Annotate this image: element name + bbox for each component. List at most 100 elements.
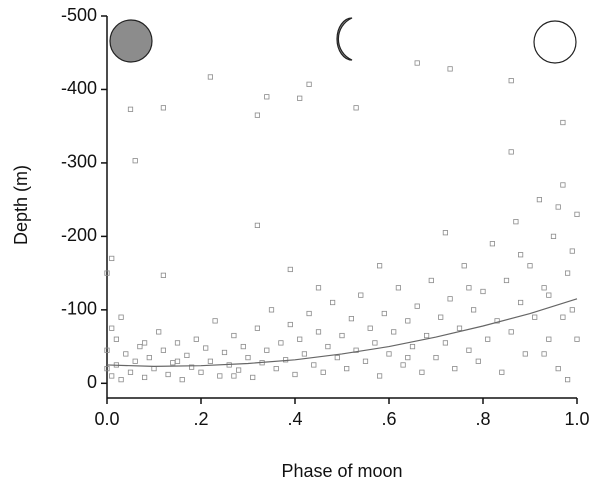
point	[301, 351, 308, 357]
x-tick-label: .4	[287, 409, 302, 429]
point	[527, 263, 533, 269]
point	[447, 296, 453, 302]
point	[193, 336, 199, 342]
point	[287, 321, 293, 328]
y-axis-label: Depth (m)	[11, 165, 31, 245]
point	[151, 366, 157, 372]
point	[518, 299, 524, 306]
point	[160, 105, 166, 111]
moon-icons	[109, 17, 577, 64]
point	[109, 255, 115, 262]
point	[127, 106, 134, 112]
point	[452, 366, 458, 372]
new-moon	[109, 19, 153, 63]
point	[461, 263, 467, 269]
point	[353, 105, 359, 111]
point	[188, 364, 195, 370]
point	[565, 377, 571, 383]
point	[306, 81, 312, 87]
point	[113, 336, 119, 342]
point	[376, 263, 383, 269]
point	[513, 219, 519, 225]
point	[297, 336, 303, 342]
point	[541, 351, 547, 357]
point	[381, 310, 387, 317]
point	[231, 332, 237, 339]
point	[499, 369, 505, 375]
point	[569, 248, 575, 254]
point	[104, 347, 110, 353]
point	[287, 266, 293, 273]
point	[536, 197, 543, 203]
point	[574, 336, 580, 342]
point	[320, 369, 326, 375]
point	[254, 112, 260, 118]
point	[278, 340, 284, 346]
point	[174, 340, 181, 346]
point	[405, 318, 411, 324]
point	[315, 329, 322, 335]
point	[405, 354, 411, 361]
point	[428, 277, 434, 284]
point	[104, 270, 110, 276]
y-tick-label: 0	[87, 372, 97, 392]
point	[466, 285, 472, 291]
point	[282, 357, 289, 363]
point	[132, 158, 138, 164]
point	[419, 369, 425, 375]
half-moon	[336, 17, 353, 61]
point	[503, 277, 510, 284]
point	[254, 222, 260, 228]
point	[245, 354, 251, 361]
trend-line	[106, 298, 578, 368]
point	[264, 347, 270, 353]
point	[574, 211, 580, 217]
point	[348, 316, 355, 322]
point	[550, 233, 557, 239]
point	[367, 325, 373, 331]
point	[466, 347, 472, 353]
point	[306, 310, 312, 317]
point	[217, 373, 223, 379]
point	[376, 373, 383, 379]
point	[489, 241, 496, 247]
point	[160, 272, 166, 278]
point	[414, 60, 420, 66]
point	[123, 351, 129, 357]
x-tick-label: 1.0	[564, 409, 589, 429]
point	[146, 354, 152, 361]
point	[109, 373, 115, 379]
point	[297, 95, 303, 101]
point	[569, 307, 575, 313]
point	[560, 314, 566, 320]
point	[391, 329, 397, 335]
point	[109, 325, 115, 331]
point	[273, 366, 279, 372]
point	[395, 285, 402, 291]
point	[221, 349, 228, 356]
point	[442, 230, 449, 236]
point	[447, 66, 453, 72]
point	[386, 351, 392, 357]
point	[240, 343, 246, 350]
point	[250, 374, 256, 381]
point	[555, 204, 561, 210]
point	[207, 74, 213, 80]
full-moon	[533, 20, 577, 64]
point	[231, 373, 237, 379]
point	[362, 358, 369, 364]
point	[475, 358, 481, 364]
point	[104, 366, 110, 372]
point	[532, 314, 538, 320]
point	[358, 292, 364, 298]
point	[179, 377, 185, 383]
point	[184, 352, 190, 358]
point	[485, 336, 491, 342]
point	[165, 371, 171, 378]
point	[555, 366, 561, 372]
point	[372, 340, 378, 346]
point	[344, 366, 350, 372]
point	[470, 307, 477, 313]
point	[456, 325, 463, 331]
